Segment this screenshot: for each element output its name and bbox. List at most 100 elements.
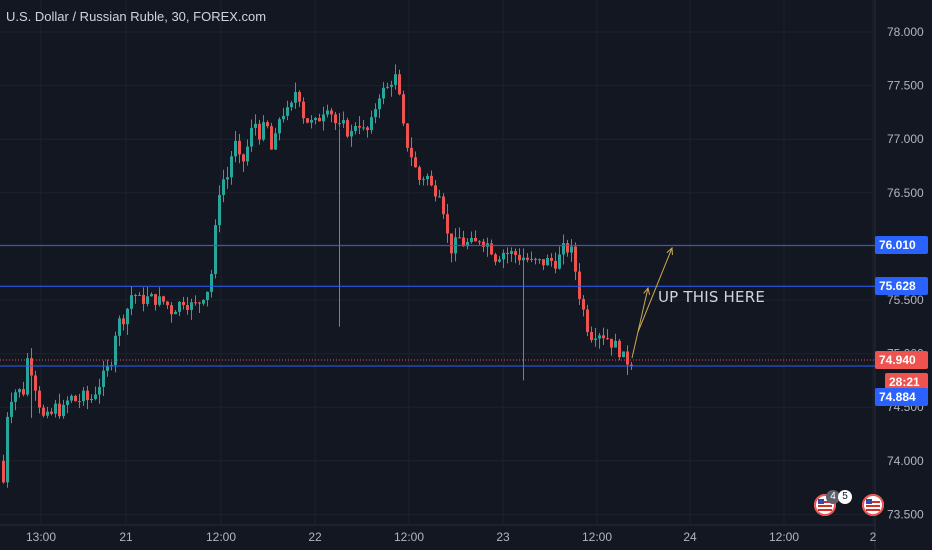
candle-body: [286, 107, 289, 116]
y-tick-label: 75.500: [887, 293, 924, 307]
candle-body: [334, 114, 337, 124]
candle-body: [374, 109, 377, 118]
candle-body: [426, 175, 429, 180]
candle-body: [74, 395, 77, 402]
candle-body: [234, 140, 237, 157]
candle-body: [402, 94, 405, 124]
price-line-label-75628[interactable]: 75.628: [875, 277, 928, 296]
candle-body: [626, 351, 629, 365]
candle-body: [166, 301, 169, 306]
candle-body: [42, 407, 45, 416]
candle-body: [362, 127, 365, 129]
candle-body: [178, 301, 181, 312]
candle-body: [214, 225, 217, 274]
candle-body: [534, 258, 537, 260]
candle-body: [394, 74, 397, 85]
candle-body: [390, 84, 393, 87]
candle-body: [386, 86, 389, 88]
candle-body: [546, 257, 549, 266]
candle-body: [90, 398, 93, 401]
candle-body: [458, 237, 461, 239]
x-tick-label: 21: [119, 530, 133, 544]
price-line-label-74884[interactable]: 74.884: [875, 388, 928, 407]
candle-body: [342, 120, 345, 124]
candle-body: [398, 74, 401, 95]
candle-body: [18, 389, 21, 393]
candle-body: [270, 126, 273, 150]
candle-body: [198, 302, 201, 304]
candle-body: [602, 335, 605, 339]
candle-body: [22, 389, 25, 395]
us-flag-icon[interactable]: [862, 494, 884, 516]
candle-body: [290, 102, 293, 108]
candle-body: [382, 87, 385, 99]
candle-body: [242, 154, 245, 162]
candle-body: [438, 196, 441, 198]
candle-body: [190, 302, 193, 310]
candle-body: [194, 302, 197, 304]
candle-body: [210, 273, 213, 292]
candle-body: [34, 375, 37, 391]
candle-body: [98, 386, 101, 395]
x-tick-label: 22: [308, 530, 322, 544]
candle-body: [594, 338, 597, 341]
candle-body: [514, 251, 517, 255]
candle-body: [318, 117, 321, 122]
candle-body: [282, 115, 285, 120]
candle-body: [470, 237, 473, 243]
candle-body: [218, 195, 221, 226]
y-tick-label: 73.500: [887, 507, 924, 521]
candle-body: [162, 296, 165, 302]
candle-body: [410, 147, 413, 158]
candle-body: [278, 119, 281, 134]
candle-body: [478, 241, 481, 243]
x-tick-label: 12:00: [394, 530, 424, 544]
candle-body: [502, 252, 505, 260]
candle-body: [630, 364, 633, 366]
candle-body: [302, 101, 305, 119]
candle-body: [58, 403, 61, 417]
candle-body: [474, 237, 477, 242]
candle-body: [86, 390, 89, 401]
x-tick-label: 2: [870, 530, 877, 544]
arrow-line: [631, 287, 649, 359]
candle-body: [102, 370, 105, 387]
candle-body: [314, 117, 317, 121]
candle-body: [50, 411, 53, 414]
candle-body: [46, 411, 49, 416]
candle-body: [134, 295, 137, 297]
candle-body: [262, 122, 265, 140]
event-count-badge: 4: [826, 490, 840, 504]
candle-body: [542, 259, 545, 266]
candle-body: [422, 179, 425, 181]
candle-body: [142, 294, 145, 304]
x-tick-label: 12:00: [206, 530, 236, 544]
candle-body: [130, 295, 133, 309]
candle-body: [566, 243, 569, 253]
candle-body: [462, 237, 465, 247]
candle-body: [326, 110, 329, 115]
candle-body: [586, 309, 589, 333]
candle-body: [618, 340, 621, 358]
x-tick-label: 24: [683, 530, 697, 544]
candle-body: [490, 243, 493, 255]
candle-body: [70, 395, 73, 401]
candle-body: [354, 126, 357, 131]
candle-body: [526, 257, 529, 260]
candle-body: [482, 241, 485, 247]
candle-body: [94, 394, 97, 399]
candle-body: [250, 127, 253, 147]
price-line-label-76010[interactable]: 76.010: [875, 236, 928, 255]
candle-body: [146, 296, 149, 304]
candle-body: [610, 338, 613, 348]
candle-body: [222, 179, 225, 196]
candle-body: [554, 260, 557, 269]
candle-body: [338, 123, 341, 125]
candle-body: [346, 120, 349, 137]
candle-body: [10, 401, 13, 417]
candle-body: [138, 294, 141, 296]
y-tick-label: 77.000: [887, 132, 924, 146]
y-tick-label: 76.500: [887, 186, 924, 200]
